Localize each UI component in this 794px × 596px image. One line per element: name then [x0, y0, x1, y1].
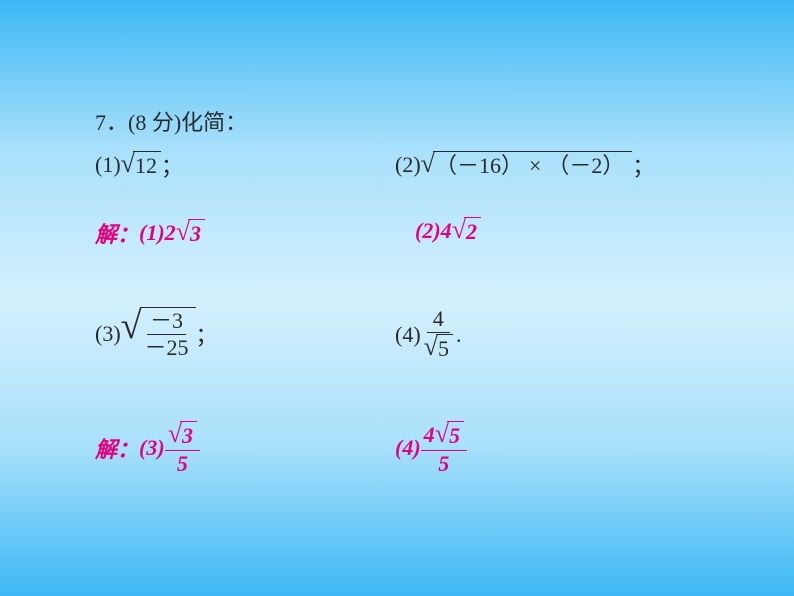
q1-suffix: ；	[161, 149, 183, 181]
a2-rad: 2	[464, 217, 481, 245]
a1-prefix: 解：	[95, 217, 139, 249]
question-row-1: (1) √ 12 ； (2) √ （－16） × （－2）	[95, 149, 735, 181]
q2-times: ×	[523, 153, 547, 179]
question-row-2: (3) √ －3 －25 ； (4) 4	[95, 307, 735, 363]
a3-label: (3)	[139, 435, 165, 461]
q1-label: (1)	[95, 152, 121, 178]
q3-label: (3)	[95, 321, 121, 347]
a3-prefix: 解：	[95, 432, 139, 464]
q3-frac: －3 －25	[142, 309, 192, 360]
a1: 解： (1) 2 √ 3	[95, 217, 205, 249]
a3-den: 5	[174, 451, 191, 476]
a1-label: (1)	[139, 220, 165, 246]
q3: (3) √ －3 －25 ；	[95, 307, 218, 360]
sqrt-icon: √ 12	[121, 151, 161, 179]
q3-den: －25	[142, 335, 192, 360]
a1-coef: 2	[165, 220, 176, 246]
a3: 解： (3) √ 3 5	[95, 421, 200, 477]
q4-frac: 4 √ 5	[421, 307, 456, 363]
sqrt-icon: √ 3	[176, 219, 205, 247]
q4-label: (4)	[395, 322, 421, 348]
sqrt-icon: √ 5	[424, 334, 453, 362]
q4-den-rad: 5	[436, 334, 453, 362]
sqrt-icon: √ 3	[168, 421, 197, 449]
q1-radicand: 12	[133, 151, 161, 179]
a4-label: (4)	[395, 435, 421, 461]
q4-suffix: .	[456, 322, 462, 348]
a4: (4) 4 √ 5 5	[395, 421, 467, 477]
q4: (4) 4 √ 5 .	[395, 307, 461, 363]
a4-frac: 4 √ 5 5	[421, 421, 467, 477]
a3-frac: √ 3 5	[165, 421, 200, 477]
q2-suffix: ；	[632, 149, 654, 181]
a2: (2) 4 √ 2	[415, 217, 481, 245]
q2-inner-a: （－16）	[435, 153, 523, 179]
a2-label: (2)	[415, 218, 441, 244]
a4-den: 5	[435, 451, 452, 476]
sqrt-icon: √ 5	[435, 421, 464, 449]
q2-inner-b: （－2）	[547, 153, 624, 179]
a3-num-rad: 3	[180, 421, 197, 449]
sqrt-icon: √ －3 －25	[121, 307, 196, 360]
slide-content: 7．(8 分)化简： (1) √ 12 ； (2) √ （－16） ×	[95, 105, 735, 484]
q2-label: (2)	[395, 152, 421, 178]
problem-header: 7．(8 分)化简：	[95, 105, 735, 137]
answer-row-1: 解： (1) 2 √ 3 (2) 4 √ 2	[95, 217, 735, 249]
a2-coef: 4	[441, 218, 452, 244]
a4-num-coef: 4	[424, 423, 435, 447]
q1: (1) √ 12 ；	[95, 149, 183, 181]
q4-num: 4	[427, 307, 450, 333]
answer-row-2: 解： (3) √ 3 5 (4) 4	[95, 421, 735, 477]
sqrt-icon: √ （－16） × （－2）	[421, 151, 633, 179]
q3-suffix: ；	[196, 318, 218, 350]
a4-num-rad: 5	[447, 421, 464, 449]
q2: (2) √ （－16） × （－2） ；	[395, 149, 654, 181]
q3-num: －3	[147, 309, 186, 335]
a1-rad: 3	[188, 219, 205, 247]
sqrt-icon: √ 2	[452, 217, 481, 245]
